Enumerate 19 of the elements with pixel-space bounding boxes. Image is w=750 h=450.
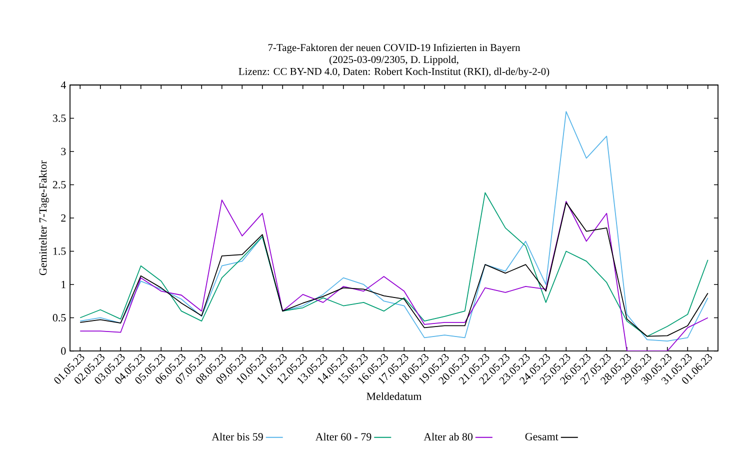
text: Lizenz: CC BY-ND 4.0, Daten: Robert Koch-Institut (RKI), dl-de/by-2-0): [238, 68, 550, 78]
x-axis-title: Meldedatum: [366, 392, 422, 400]
y-tick-label: 2.5: [52, 181, 66, 188]
legend-label: Alter 60 - 79: [315, 432, 372, 441]
y-tick-label: 3.5: [52, 114, 66, 122]
y-tick-label: 4: [60, 81, 66, 89]
chart-subtitle: (2025-03-09/2305, D. Lippold,: [330, 56, 458, 66]
y-tick-label: 0.5: [52, 314, 66, 322]
chart-title: 7-Tage-Faktoren der neuen COVID-19 Infizierten in Bayern: [268, 44, 520, 54]
y-tick-label: 1: [62, 280, 66, 288]
line-series: [80, 111, 708, 342]
legend-label: Gesamt: [525, 432, 558, 440]
y-tick-label: 1.5: [53, 248, 66, 255]
legend-label: Alter bis 59: [212, 432, 263, 441]
legend-label: Alter ab 80: [424, 432, 473, 441]
y-axis-title: Gemittelter 7-Tage-Faktor: [38, 160, 49, 276]
y-tick-label: 2: [61, 214, 66, 222]
y-tick-label: 3: [61, 148, 66, 156]
y-tick-label: 0: [61, 347, 66, 355]
